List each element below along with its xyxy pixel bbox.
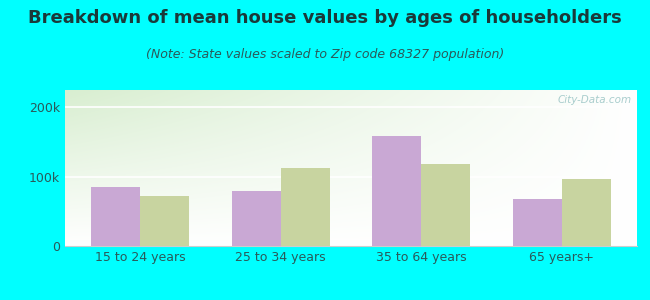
- Bar: [231, 190, 281, 246]
- Bar: [562, 179, 611, 246]
- Bar: [421, 164, 471, 246]
- Text: (Note: State values scaled to Zip code 68327 population): (Note: State values scaled to Zip code 6…: [146, 48, 504, 61]
- Bar: [140, 196, 189, 246]
- Text: City-Data.com: City-Data.com: [557, 95, 631, 105]
- Legend: Zip code 68327, Nebraska: Zip code 68327, Nebraska: [213, 297, 489, 300]
- Text: Breakdown of mean house values by ages of householders: Breakdown of mean house values by ages o…: [28, 9, 622, 27]
- Bar: [513, 199, 562, 246]
- Bar: [372, 136, 421, 246]
- Bar: [281, 168, 330, 246]
- Bar: [91, 187, 140, 246]
